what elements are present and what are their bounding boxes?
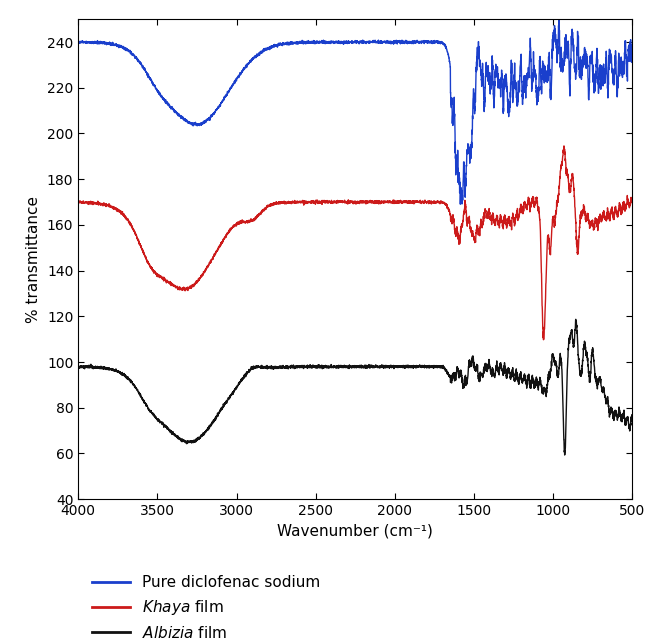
Y-axis label: % transmittance: % transmittance	[26, 196, 41, 323]
X-axis label: Wavenumber (cm⁻¹): Wavenumber (cm⁻¹)	[277, 524, 434, 539]
Legend: Pure diclofenac sodium, $\mathit{Khaya}$ film, $\mathit{Albizia}$ film: Pure diclofenac sodium, $\mathit{Khaya}$…	[86, 569, 327, 640]
